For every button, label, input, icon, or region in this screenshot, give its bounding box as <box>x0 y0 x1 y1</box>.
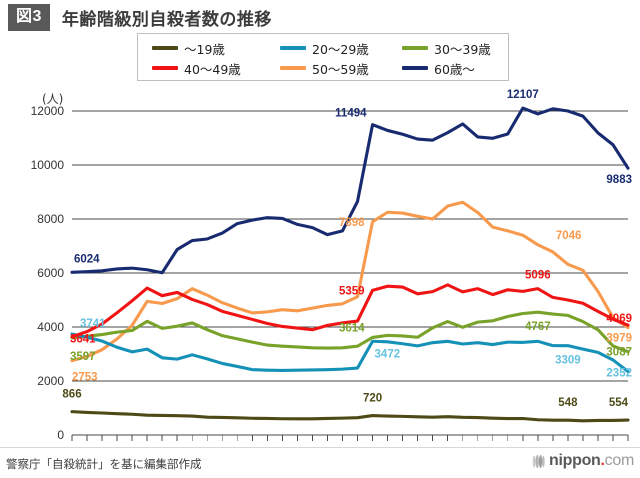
figure-header: 図3 年齢階級別自殺者数の推移 <box>8 4 272 31</box>
y-axis-tick-label: 2000 <box>37 374 64 388</box>
legend-item-6[interactable]: 60歳〜 <box>388 59 506 78</box>
legend-swatch-icon <box>402 66 428 70</box>
source-note: 警察庁「自殺統計」を基に編集部作成 <box>6 457 202 471</box>
data-value-label: 720 <box>363 393 382 405</box>
data-value-label: 9883 <box>606 174 632 186</box>
x-axis-tick-label: 1978 <box>59 445 86 448</box>
figure-footer: 警察庁「自殺統計」を基に編集部作成 nippon.com <box>0 447 640 478</box>
series-line-〜19歳 <box>70 410 630 423</box>
brand-tld: com <box>604 452 635 469</box>
brand-name: nippon <box>549 452 601 469</box>
x-axis-tick-label: 05 <box>471 445 485 448</box>
legend-item-label: 40〜49歳 <box>184 61 241 77</box>
chart-plot-area: 0 2000 4000 6000 8000 10000 12000 1978 80 85 90 95 2… <box>0 88 640 448</box>
brand-logo[interactable]: nippon.com <box>532 453 634 469</box>
nippon-logo-icon <box>532 454 545 468</box>
data-value-label: 3979 <box>606 333 632 345</box>
x-axis-tick-label: 80 <box>95 445 109 448</box>
legend-swatch-icon <box>402 46 428 50</box>
page-title: 年齢階級別自殺者数の推移 <box>61 10 272 29</box>
y-axis-tick-label: 0 <box>57 428 64 442</box>
y-axis-tick-label: 6000 <box>37 266 64 280</box>
y-axis-unit-label: (人) <box>42 92 64 106</box>
legend-item-5[interactable]: 50〜59歳 <box>266 59 388 78</box>
y-axis-tick-label: 8000 <box>37 212 64 226</box>
data-value-label: 7046 <box>556 230 582 242</box>
y-axis-tick-label: 10000 <box>31 158 65 172</box>
legend-swatch-icon <box>280 46 306 50</box>
data-value-label: 4767 <box>525 321 551 333</box>
legend-item-4[interactable]: 40〜49歳 <box>138 59 266 78</box>
series-line-50〜59歳 <box>70 200 630 363</box>
data-value-label: 3614 <box>339 322 365 334</box>
brand-dot: . <box>600 452 605 469</box>
data-value-label: 5359 <box>339 285 365 297</box>
data-value-label: 7898 <box>339 217 365 229</box>
data-value-label: 3087 <box>606 347 632 359</box>
chart-legend: 〜19歳 20〜29歳 30〜39歳 40〜49歳 50〜59歳 60歳〜 <box>137 33 509 81</box>
series-line-60歳〜 <box>70 106 630 275</box>
legend-item-label: 30〜39歳 <box>434 41 491 57</box>
data-value-label: 3741 <box>80 318 106 330</box>
data-value-label: 3597 <box>70 351 96 363</box>
series-line-30〜39歳 <box>70 310 630 354</box>
legend-item-label: 20〜29歳 <box>312 41 369 57</box>
data-value-label: 6024 <box>74 253 100 265</box>
data-value-label: 2352 <box>606 367 632 379</box>
legend-swatch-icon <box>280 66 306 70</box>
data-value-label: 4069 <box>606 313 632 325</box>
x-axis-tick-label: 95 <box>321 445 335 448</box>
data-value-label: 548 <box>558 397 578 409</box>
data-value-label: 3641 <box>70 334 96 346</box>
line-chart: 0 2000 4000 6000 8000 10000 12000 1978 80 85 90 95 2… <box>31 89 635 448</box>
data-value-label: 554 <box>609 397 629 409</box>
legend-item-label: 50〜59歳 <box>312 61 369 77</box>
x-axis-tick-label: 90 <box>246 445 260 448</box>
figure-number-badge: 図3 <box>8 4 50 31</box>
data-value-label: 3309 <box>555 355 581 367</box>
legend-item-label: 〜19歳 <box>184 41 225 57</box>
x-axis-tick-label: 2000 <box>389 445 416 448</box>
data-value-label: 12107 <box>507 89 539 101</box>
legend-item-3[interactable]: 30〜39歳 <box>388 39 506 58</box>
legend-item-2[interactable]: 20〜29歳 <box>266 39 388 58</box>
y-axis-tick-label: 12000 <box>31 104 65 118</box>
data-value-label: 5096 <box>525 270 551 282</box>
data-value-label: 866 <box>62 389 81 401</box>
data-value-label: 3472 <box>375 348 401 360</box>
series-line-40〜49歳 <box>70 283 630 339</box>
data-value-label: 2753 <box>72 372 98 384</box>
y-axis-tick-label: 4000 <box>37 320 64 334</box>
data-value-label: 11494 <box>335 108 367 120</box>
legend-item-label: 60歳〜 <box>434 61 475 77</box>
legend-item-1[interactable]: 〜19歳 <box>138 39 266 58</box>
series-line-20〜29歳 <box>70 332 630 374</box>
x-axis-tick-label: 10 <box>546 445 560 448</box>
legend-swatch-icon <box>152 46 178 50</box>
x-axis-tick-label: 85 <box>171 445 185 448</box>
legend-swatch-icon <box>152 66 178 70</box>
x-axis-tick-label: 15 <box>621 445 635 448</box>
